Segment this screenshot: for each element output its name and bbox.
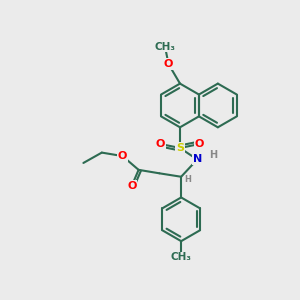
- Text: O: O: [156, 139, 165, 149]
- Text: N: N: [193, 154, 202, 164]
- Text: CH₃: CH₃: [154, 42, 176, 52]
- Text: O: O: [195, 139, 204, 149]
- Text: O: O: [127, 181, 136, 191]
- Text: H: H: [185, 175, 192, 184]
- Text: S: S: [176, 143, 184, 153]
- Text: O: O: [164, 59, 173, 69]
- Text: O: O: [118, 151, 127, 161]
- Text: H: H: [209, 149, 217, 160]
- Text: CH₃: CH₃: [171, 252, 192, 262]
